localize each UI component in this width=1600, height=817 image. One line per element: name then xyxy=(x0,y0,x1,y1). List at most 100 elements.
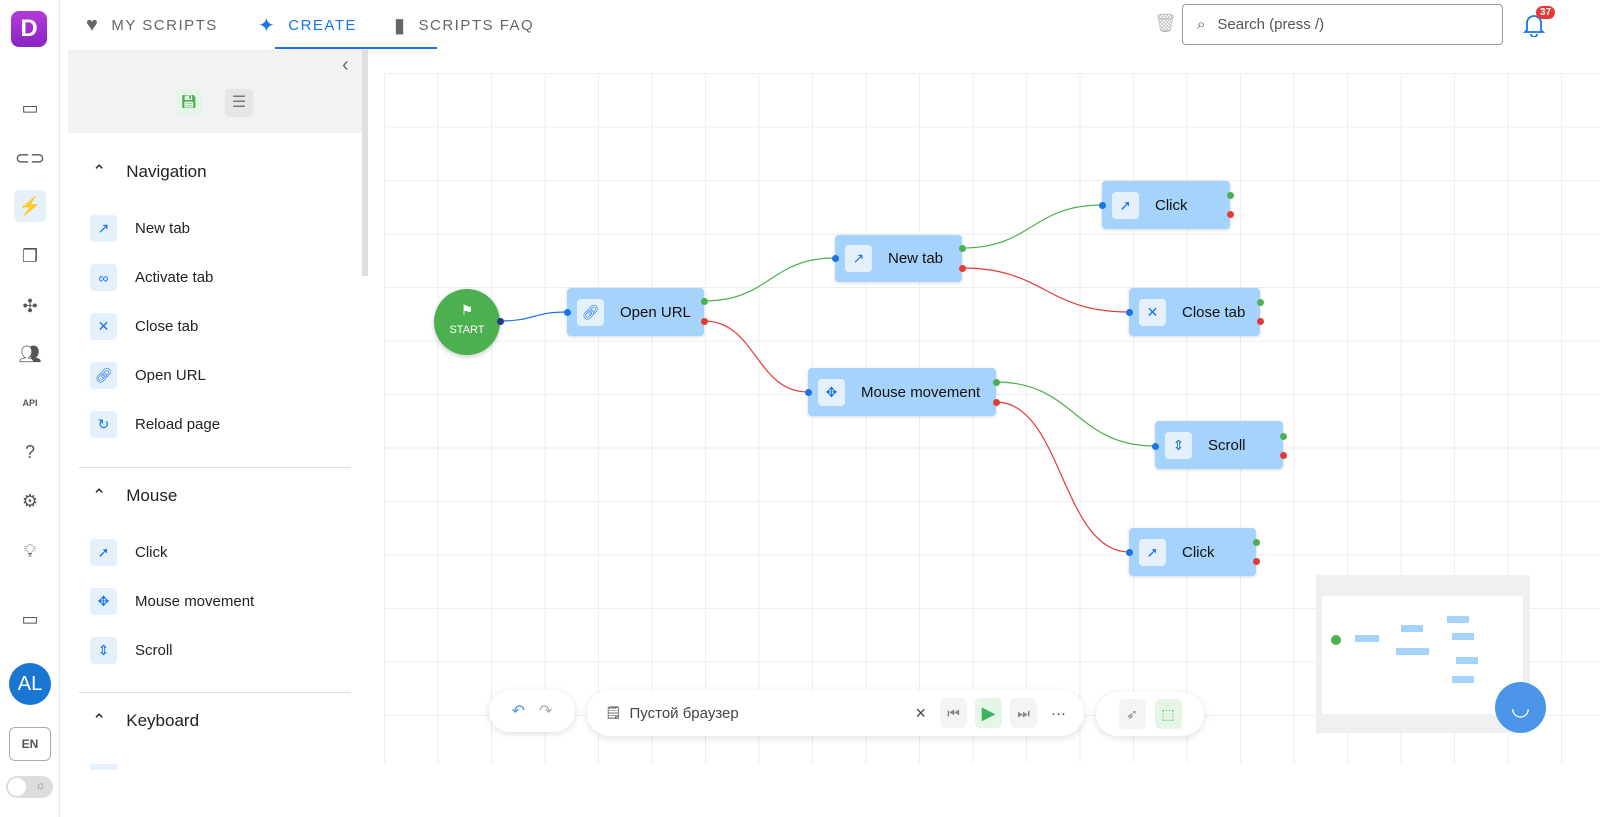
port-error[interactable] xyxy=(1253,558,1260,565)
block-scroll[interactable]: ⇕ Scroll xyxy=(90,637,173,664)
port-error[interactable] xyxy=(993,399,1000,406)
panel-scrollbar[interactable] xyxy=(362,50,368,276)
run-toolbar: 🗒︎ Пустой браузер × ⏮︎ ▶ ⏭︎ ··· xyxy=(587,690,1084,736)
block-new-tab[interactable]: ↗ New tab xyxy=(90,215,190,242)
port-success[interactable] xyxy=(1227,192,1234,199)
edge-newtab-click xyxy=(961,204,1103,249)
section-navigation[interactable]: ⌃ Navigation xyxy=(92,162,207,181)
external-link-icon: ↗ xyxy=(90,215,117,242)
tab-create[interactable]: ✦ CREATE xyxy=(258,0,357,50)
port-error[interactable] xyxy=(701,318,708,325)
port-success[interactable] xyxy=(993,379,1000,386)
lightbulb-icon[interactable]: 💡︎ xyxy=(23,540,37,561)
port-error[interactable] xyxy=(1280,452,1287,459)
api-icon[interactable]: API xyxy=(22,398,38,408)
bookmarks-icon[interactable]: ❐ xyxy=(21,245,39,266)
extensions-icon[interactable]: ✣ xyxy=(22,295,38,316)
node-close-tab[interactable]: ✕ Close tab xyxy=(1129,288,1260,336)
browser-profiles-icon[interactable]: ▭ xyxy=(21,97,39,118)
node-click[interactable]: ➚ Click xyxy=(1129,528,1256,576)
block-click[interactable]: ➚ Click xyxy=(90,539,168,566)
more-button[interactable]: ··· xyxy=(1051,704,1066,722)
node-open-url[interactable]: 🔗︎ Open URL xyxy=(567,288,704,336)
divider xyxy=(79,467,351,468)
avatar[interactable]: AL xyxy=(9,663,51,705)
minimap-node xyxy=(1452,633,1474,640)
port-in[interactable] xyxy=(832,255,839,262)
port-success[interactable] xyxy=(1253,539,1260,546)
redo-icon[interactable]: ↷ xyxy=(539,703,553,720)
external-link-icon: ↗ xyxy=(845,245,872,272)
automation-icon[interactable]: ⚡ xyxy=(14,190,46,222)
browser-profile-icon: 🗒︎ xyxy=(605,705,622,720)
node-mouse-movement[interactable]: ✥ Mouse movement xyxy=(808,368,996,416)
help-icon[interactable]: ? xyxy=(24,441,35,462)
settings-icon[interactable]: ⚙ xyxy=(21,490,39,511)
flag-icon: ⚑ xyxy=(460,302,474,318)
block-reload-page[interactable]: ↻ Reload page xyxy=(90,411,220,438)
browser-profile-select[interactable]: Пустой браузер xyxy=(629,704,739,722)
collapse-chevron-icon[interactable]: ‹ xyxy=(342,54,349,76)
pointer-tool-icon[interactable]: ➶ xyxy=(1118,699,1146,729)
clear-profile-button[interactable]: × xyxy=(915,702,926,723)
port-success[interactable] xyxy=(1280,433,1287,440)
play-button[interactable]: ▶ xyxy=(975,698,1002,728)
tab-scripts-faq[interactable]: ▮ SCRIPTS FAQ xyxy=(394,0,534,50)
notes-icon[interactable]: ☰ xyxy=(225,89,253,117)
section-keyboard[interactable]: ⌃ Keyboard xyxy=(92,711,200,730)
theme-toggle[interactable]: ☼ xyxy=(6,776,53,798)
language-button[interactable]: EN xyxy=(9,727,51,761)
port-in[interactable] xyxy=(1152,443,1159,450)
sun-icon: ☼ xyxy=(35,778,46,792)
chat-support-button[interactable]: ◡ xyxy=(1495,682,1546,733)
chat-icon: ◡ xyxy=(1510,694,1531,720)
port-in[interactable] xyxy=(1126,309,1133,316)
node-scroll[interactable]: ⇕ Scroll xyxy=(1155,421,1283,469)
select-area-tool-icon[interactable]: ⬚ xyxy=(1154,699,1182,729)
save-icon[interactable]: 💾︎ xyxy=(176,89,202,115)
port-in[interactable] xyxy=(1126,549,1133,556)
history-controls: ↶ ↷ xyxy=(489,690,575,732)
blocks-panel: ‹ 💾︎ ☰ ⌃ Navigation ↗ New tab ∞ Activate ta… xyxy=(68,50,362,770)
team-icon[interactable]: 👥︎ xyxy=(18,343,42,364)
tab-label: SCRIPTS FAQ xyxy=(418,16,535,34)
book-icon: ▮ xyxy=(394,14,407,37)
start-node[interactable]: ⚑ START xyxy=(434,289,500,355)
search-input[interactable]: ⌕ Search (press /) xyxy=(1182,4,1503,45)
port-success[interactable] xyxy=(701,298,708,305)
edge-openurl-mousemove xyxy=(703,320,809,393)
close-icon: ✕ xyxy=(1139,298,1166,326)
minimap-viewport xyxy=(1322,596,1523,714)
wallet-icon[interactable]: ▭ xyxy=(21,608,39,629)
tab-my-scripts[interactable]: ♥ MY SCRIPTS xyxy=(86,0,218,50)
node-click[interactable]: ➚ Click xyxy=(1102,181,1230,229)
port-in[interactable] xyxy=(1099,202,1106,209)
section-mouse[interactable]: ⌃ Mouse xyxy=(92,486,178,505)
port-error[interactable] xyxy=(1227,211,1234,218)
block-open-url[interactable]: 🔗︎ Open URL xyxy=(90,362,206,389)
step-forward-button[interactable]: ⏭︎ xyxy=(1010,698,1037,728)
scroll-mouse-icon: ⇕ xyxy=(90,637,117,664)
node-new-tab[interactable]: ↗ New tab xyxy=(835,235,962,282)
port-success[interactable] xyxy=(959,245,966,252)
port-in[interactable] xyxy=(564,309,571,316)
minimap-start xyxy=(1331,635,1341,645)
port-out[interactable] xyxy=(497,318,504,325)
port-success[interactable] xyxy=(1257,299,1264,306)
minimap[interactable] xyxy=(1316,575,1530,733)
app-logo[interactable]: D xyxy=(11,11,47,47)
trash-icon[interactable]: 🗑︎ xyxy=(1154,13,1177,33)
step-back-button[interactable]: ⏮︎ xyxy=(940,698,967,728)
port-in[interactable] xyxy=(805,389,812,396)
port-error[interactable] xyxy=(959,265,966,272)
proxy-link-icon[interactable]: ⊂⊃ xyxy=(14,147,46,168)
cursor-click-icon: ➚ xyxy=(90,539,117,566)
tab-label: CREATE xyxy=(288,16,357,34)
block-close-tab[interactable]: ✕ Close tab xyxy=(90,313,198,340)
block-mouse-movement[interactable]: ✥ Mouse movement xyxy=(90,588,254,615)
port-error[interactable] xyxy=(1257,318,1264,325)
cursor-click-icon: ➚ xyxy=(1139,538,1166,566)
undo-icon[interactable]: ↶ xyxy=(511,703,525,720)
block-activate-tab[interactable]: ∞ Activate tab xyxy=(90,264,213,291)
